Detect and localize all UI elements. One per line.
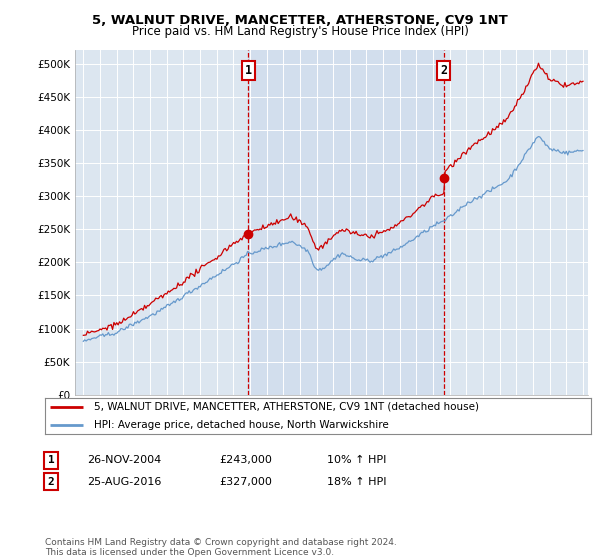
Text: Price paid vs. HM Land Registry's House Price Index (HPI): Price paid vs. HM Land Registry's House …: [131, 25, 469, 38]
Text: 5, WALNUT DRIVE, MANCETTER, ATHERSTONE, CV9 1NT: 5, WALNUT DRIVE, MANCETTER, ATHERSTONE, …: [92, 14, 508, 27]
Text: 5, WALNUT DRIVE, MANCETTER, ATHERSTONE, CV9 1NT (detached house): 5, WALNUT DRIVE, MANCETTER, ATHERSTONE, …: [94, 402, 479, 412]
Text: £327,000: £327,000: [219, 477, 272, 487]
Text: 18% ↑ HPI: 18% ↑ HPI: [327, 477, 386, 487]
Text: 25-AUG-2016: 25-AUG-2016: [87, 477, 161, 487]
Text: 26-NOV-2004: 26-NOV-2004: [87, 455, 161, 465]
Text: 2: 2: [440, 64, 448, 77]
Text: 2: 2: [47, 477, 55, 487]
Text: HPI: Average price, detached house, North Warwickshire: HPI: Average price, detached house, Nort…: [94, 420, 389, 430]
Text: 1: 1: [245, 64, 252, 77]
Text: Contains HM Land Registry data © Crown copyright and database right 2024.
This d: Contains HM Land Registry data © Crown c…: [45, 538, 397, 557]
Bar: [248, 50, 444, 395]
Text: £243,000: £243,000: [219, 455, 272, 465]
Text: 1: 1: [47, 455, 55, 465]
Text: 10% ↑ HPI: 10% ↑ HPI: [327, 455, 386, 465]
